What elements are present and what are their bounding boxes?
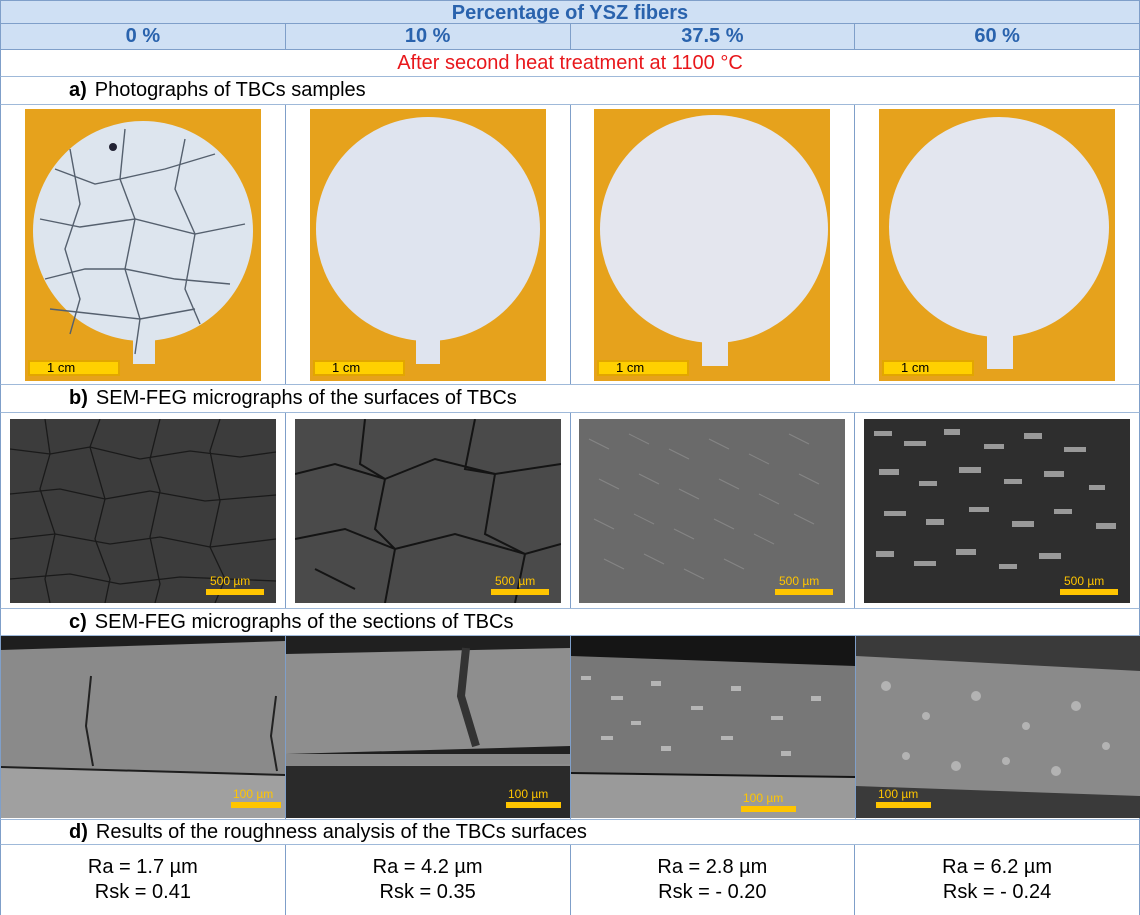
ra-value-3: Ra = 6.2 µm (942, 856, 1053, 878)
ra-value-1: Ra = 4.2 µm (372, 856, 483, 878)
column-header-2: 37.5 % (571, 24, 856, 49)
section-c-label: SEM-FEG micrographs of the sections of T… (94, 611, 514, 633)
section-c-images: 100 µm 100 µm (0, 636, 1140, 820)
scale-bar-b-3 (1060, 588, 1119, 595)
ra-value-2: Ra = 2.8 µm (657, 856, 768, 878)
results-row: Ra = 1.7 µm Rsk = 0.41 Ra = 4.2 µm Rsk =… (0, 845, 1140, 915)
section-cell-3: 100 µm (856, 636, 1140, 819)
section-a-letter: a) (69, 79, 87, 101)
result-cell-0: Ra = 1.7 µm Rsk = 0.41 (1, 845, 286, 915)
section-a-label: Photographs of TBCs samples (94, 79, 366, 101)
result-cell-1: Ra = 4.2 µm Rsk = 0.35 (286, 845, 571, 915)
scale-label-c-2: 100 µm (743, 791, 783, 805)
section-micrograph-1: 100 µm (286, 636, 570, 818)
scale-label-b-3: 500 µm (1064, 574, 1104, 588)
section-micrograph-0: 100 µm (1, 636, 285, 818)
sample-photo-0: 1 cm (24, 108, 261, 381)
scale-label-b-0: 500 µm (210, 574, 250, 588)
rsk-value-2: Rsk = - 0.20 (658, 881, 767, 903)
scale-bar-b-0 (205, 588, 264, 595)
subtitle-row: After second heat treatment at 1100 °C (0, 50, 1140, 77)
scale-label-a-0: 1 cm (47, 360, 75, 375)
sample-photo-3: 1 cm (879, 108, 1116, 381)
scale-bar-b-2 (775, 588, 834, 595)
surface-cell-1: 500 µm (286, 413, 571, 608)
scale-label-c-0: 100 µm (233, 787, 273, 801)
result-cell-2: Ra = 2.8 µm Rsk = - 0.20 (571, 845, 856, 915)
section-a-images: 1 cm 1 cm 1 cm (0, 105, 1140, 385)
scale-bar-c-1 (506, 802, 561, 808)
sample-photo-2: 1 cm (594, 108, 831, 381)
scale-bar-c-3 (876, 802, 931, 808)
scale-bar-c-0 (231, 802, 281, 808)
column-header-3: 60 % (974, 25, 1020, 47)
scale-label-c-1: 100 µm (508, 787, 548, 801)
section-c-heading: c) SEM-FEG micrographs of the sections of… (0, 609, 1140, 636)
header-columns-row: 0 % 10 % 37.5 % 60 % (0, 24, 1140, 50)
result-cell-3: Ra = 6.2 µm Rsk = - 0.24 (855, 845, 1139, 915)
section-a-heading: a) Photographs of TBCs samples (0, 77, 1140, 105)
surface-cell-2: 500 µm (571, 413, 856, 608)
section-cell-2: 100 µm (571, 636, 856, 819)
surface-micrograph-3: 500 µm (864, 418, 1131, 603)
column-header-1: 10 % (286, 24, 571, 49)
section-d-letter: d) (69, 821, 88, 843)
photo-cell-3: 1 cm (855, 105, 1139, 384)
scale-label-a-2: 1 cm (616, 360, 644, 375)
section-c-letter: c) (69, 611, 87, 633)
photo-cell-1: 1 cm (286, 105, 571, 384)
surface-micrograph-0: 500 µm (9, 418, 276, 603)
surface-cell-0: 500 µm (1, 413, 286, 608)
rsk-value-3: Rsk = - 0.24 (942, 881, 1052, 903)
section-cell-1: 100 µm (286, 636, 571, 819)
scale-bar-a-2 (597, 359, 690, 376)
section-cell-0: 100 µm (1, 636, 286, 819)
section-b-label: SEM-FEG micrographs of the surfaces of T… (95, 387, 517, 409)
section-micrograph-3: 100 µm (856, 636, 1140, 818)
photo-cell-2: 1 cm (571, 105, 856, 384)
surface-micrograph-1: 500 µm (294, 418, 561, 603)
scale-bar-a-3 (882, 359, 975, 376)
scale-bar-a-0 (27, 359, 120, 376)
sample-photo-1: 1 cm (309, 108, 546, 381)
section-micrograph-2: 100 µm (571, 636, 855, 818)
photo-cell-0: 1 cm (1, 105, 286, 384)
scale-label-b-1: 500 µm (495, 574, 535, 588)
header-title: Percentage of YSZ fibers (451, 2, 689, 24)
section-d-label: Results of the roughness analysis of the… (95, 821, 587, 843)
surface-cell-3: 500 µm (855, 413, 1139, 608)
scale-bar-c-2 (741, 806, 796, 812)
section-b-heading: b) SEM-FEG micrographs of the surfaces of… (0, 385, 1140, 413)
column-header-0: 0 % (1, 24, 286, 49)
rsk-value-1: Rsk = 0.35 (379, 881, 476, 903)
section-b-images: 500 µm 500 µm (0, 413, 1140, 609)
scale-bar-b-1 (490, 588, 549, 595)
section-d-heading: d) Results of the roughness analysis of t… (0, 820, 1140, 845)
scale-label-b-2: 500 µm (779, 574, 819, 588)
header-title-row: Percentage of YSZ fibers (0, 0, 1140, 24)
surface-micrograph-2: 500 µm (579, 418, 846, 603)
scale-label-a-3: 1 cm (901, 360, 929, 375)
scale-label-a-1: 1 cm (332, 360, 360, 375)
section-b-letter: b) (69, 387, 88, 409)
ra-value-0: Ra = 1.7 µm (87, 856, 198, 878)
scale-label-c-3: 100 µm (878, 787, 918, 801)
rsk-value-0: Rsk = 0.41 (94, 881, 191, 903)
subtitle: After second heat treatment at 1100 °C (397, 52, 743, 74)
scale-bar-a-1 (312, 359, 405, 376)
